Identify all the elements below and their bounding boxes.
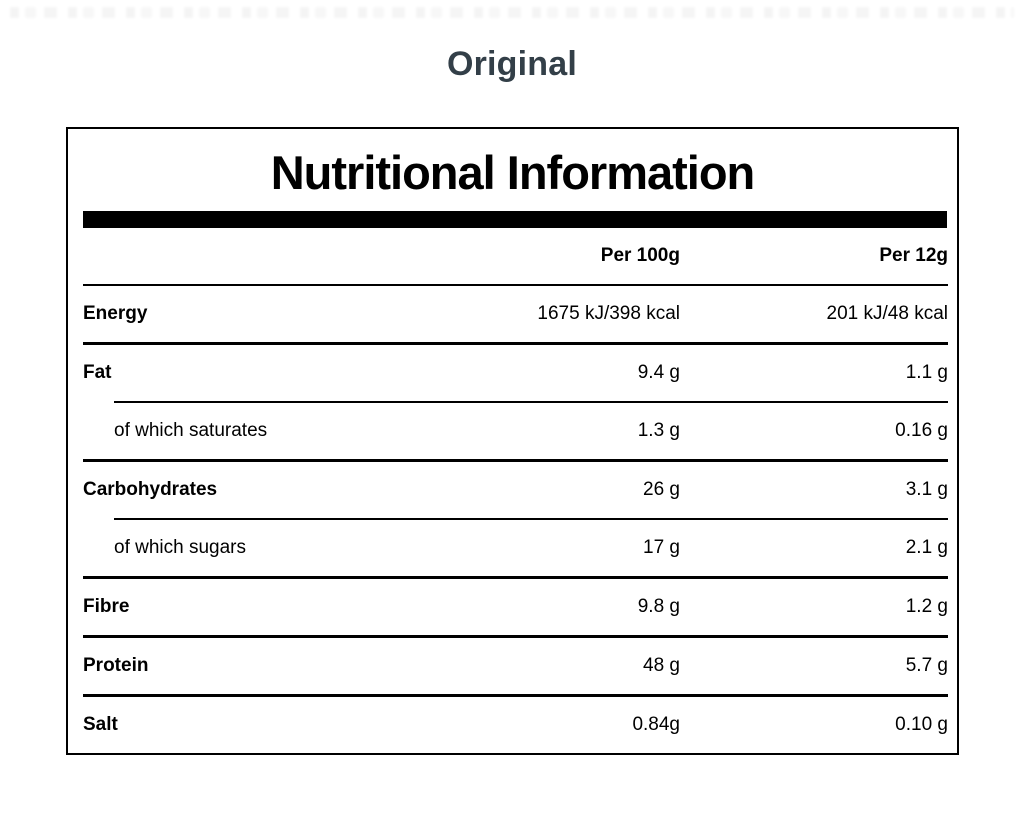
row-value-12g: 0.10 g: [895, 714, 948, 735]
column-header-per-100g: Per 100g: [600, 245, 680, 266]
row-divider: [83, 576, 948, 579]
row-label: Carbohydrates: [83, 479, 218, 500]
row-fibre: Fibre 9.8 g 1.2 g: [68, 579, 957, 635]
row-label: of which sugars: [114, 537, 247, 558]
row-value-12g: 3.1 g: [905, 479, 948, 500]
row-value-12g: 1.2 g: [905, 596, 948, 617]
row-value-100g: 26 g: [643, 479, 680, 500]
header-divider: [83, 284, 948, 286]
row-divider: [83, 694, 948, 697]
row-divider-indented: [114, 518, 948, 520]
row-label: Fat: [83, 362, 112, 383]
row-energy: Energy 1675 kJ/398 kcal 201 kJ/48 kcal: [68, 286, 957, 342]
row-value-100g: 1.3 g: [637, 420, 680, 441]
row-value-12g: 2.1 g: [905, 537, 948, 558]
row-sugars: of which sugars 17 g 2.1 g: [68, 520, 957, 576]
row-value-100g: 17 g: [643, 537, 680, 558]
divider-bar: [83, 211, 947, 228]
cropped-text-artifact: [10, 7, 1014, 18]
row-salt: Salt 0.84g 0.10 g: [68, 697, 957, 753]
row-value-12g: 201 kJ/48 kcal: [826, 303, 948, 324]
row-fat: Fat 9.4 g 1.1 g: [68, 345, 957, 401]
row-divider: [83, 635, 948, 638]
column-header-row: Per 100g Per 12g: [68, 228, 957, 284]
row-divider: [83, 459, 948, 462]
row-label: Fibre: [83, 596, 130, 617]
row-value-100g: 1675 kJ/398 kcal: [537, 303, 680, 324]
flavour-title: Original: [446, 45, 578, 83]
nutrition-panel: Nutritional Information Per 100g Per 12g…: [66, 127, 959, 755]
row-value-100g: 0.84g: [632, 714, 680, 735]
row-protein: Protein 48 g 5.7 g: [68, 638, 957, 694]
row-label: Energy: [83, 303, 148, 324]
row-label: of which saturates: [114, 420, 268, 441]
row-value-12g: 0.16 g: [895, 420, 948, 441]
row-value-12g: 5.7 g: [905, 655, 948, 676]
row-divider: [83, 342, 948, 345]
row-divider-indented: [114, 401, 948, 403]
row-label: Salt: [83, 714, 118, 735]
row-value-100g: 48 g: [643, 655, 680, 676]
column-header-per-12g: Per 12g: [879, 245, 948, 266]
row-label: Protein: [83, 655, 149, 676]
row-saturates: of which saturates 1.3 g 0.16 g: [68, 403, 957, 459]
row-value-100g: 9.4 g: [637, 362, 680, 383]
row-carbohydrates: Carbohydrates 26 g 3.1 g: [68, 462, 957, 518]
panel-title: Nutritional Information: [270, 146, 756, 199]
row-value-12g: 1.1 g: [905, 362, 948, 383]
row-value-100g: 9.8 g: [637, 596, 680, 617]
